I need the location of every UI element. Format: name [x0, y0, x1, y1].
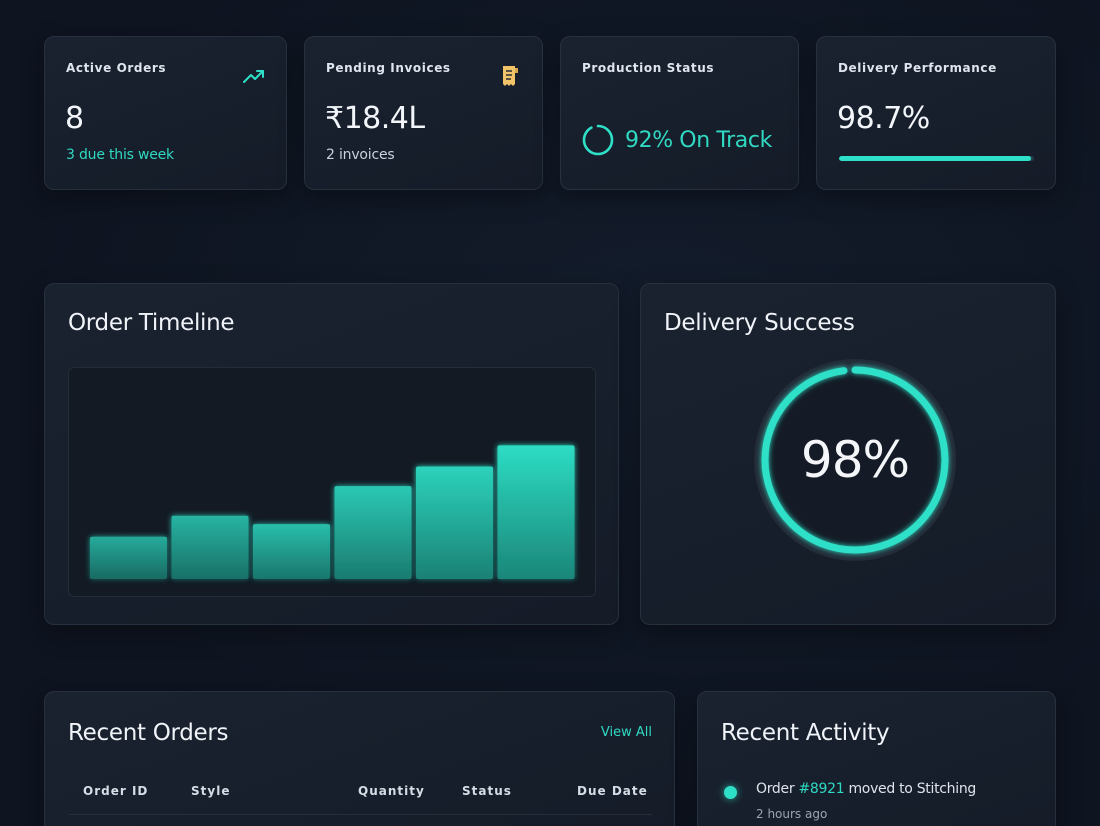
bar-5[interactable]: [416, 466, 493, 579]
active-orders-label: Active Orders: [66, 61, 167, 75]
column-order-id[interactable]: Order ID: [83, 784, 149, 798]
pending-invoices-label: Pending Invoices: [326, 61, 451, 75]
production-status-value: 92% On Track: [625, 127, 772, 153]
table-divider: [69, 814, 652, 815]
production-status-row: 92% On Track: [581, 123, 772, 157]
delivery-performance-bar-fill: [839, 156, 1032, 161]
activity-suffix: moved to Stitching: [844, 781, 976, 797]
recent-activity-panel: Recent Activity Order #8921 moved to Sti…: [697, 691, 1056, 826]
production-status-card[interactable]: Production Status 92% On Track: [560, 36, 799, 190]
order-timeline-title: Order Timeline: [68, 310, 235, 336]
active-orders-card[interactable]: Active Orders 8 3 due this week: [44, 36, 287, 190]
bar-1[interactable]: [90, 536, 167, 579]
bar-3[interactable]: [253, 524, 330, 579]
recent-activity-title: Recent Activity: [721, 720, 890, 746]
gauge-arc: [761, 366, 949, 554]
gauge-ring: [754, 359, 956, 561]
column-style[interactable]: Style: [191, 784, 231, 798]
delivery-success-title: Delivery Success: [664, 310, 855, 336]
pending-invoices-card[interactable]: Pending Invoices ₹18.4L 2 invoices: [304, 36, 543, 190]
delivery-success-value: 98%: [800, 431, 910, 489]
delivery-performance-value: 98.7%: [837, 101, 930, 136]
orders-table-header: Order ID Style Quantity Status Due Date: [45, 784, 674, 814]
receipt-icon: [503, 66, 518, 86]
active-orders-due: 3 due this week: [66, 147, 174, 163]
bar-2[interactable]: [171, 515, 249, 579]
trending-up-icon: [243, 70, 264, 83]
delivery-success-panel: Delivery Success 98%: [640, 283, 1056, 625]
bar-chart: [90, 445, 575, 579]
pending-invoices-value: ₹18.4L: [325, 101, 425, 136]
delivery-performance-card[interactable]: Delivery Performance 98.7%: [816, 36, 1056, 190]
order-timeline-chart: [68, 367, 596, 597]
activity-dot-icon: [724, 786, 737, 799]
active-orders-value: 8: [65, 101, 84, 136]
activity-time: 2 hours ago: [756, 807, 828, 821]
order-timeline-panel: Order Timeline: [44, 283, 619, 625]
activity-text: Order #8921 moved to Stitching: [756, 781, 976, 797]
activity-order-link[interactable]: #8921: [798, 781, 845, 797]
column-status[interactable]: Status: [462, 784, 512, 798]
bar-4[interactable]: [334, 486, 412, 579]
delivery-performance-label: Delivery Performance: [838, 61, 997, 75]
delivery-performance-bar: [839, 156, 1034, 161]
delivery-success-gauge: 98%: [752, 357, 958, 563]
recent-orders-panel: Recent Orders View All Order ID Style Qu…: [44, 691, 675, 826]
progress-ring-icon: [582, 124, 614, 156]
bar-6[interactable]: [497, 445, 575, 579]
column-due-date[interactable]: Due Date: [577, 784, 648, 798]
view-all-link[interactable]: View All: [600, 725, 652, 740]
activity-prefix: Order: [756, 781, 799, 797]
production-status-label: Production Status: [582, 61, 715, 75]
column-quantity[interactable]: Quantity: [358, 784, 425, 798]
recent-orders-title: Recent Orders: [68, 720, 229, 746]
pending-invoices-count: 2 invoices: [326, 147, 395, 163]
